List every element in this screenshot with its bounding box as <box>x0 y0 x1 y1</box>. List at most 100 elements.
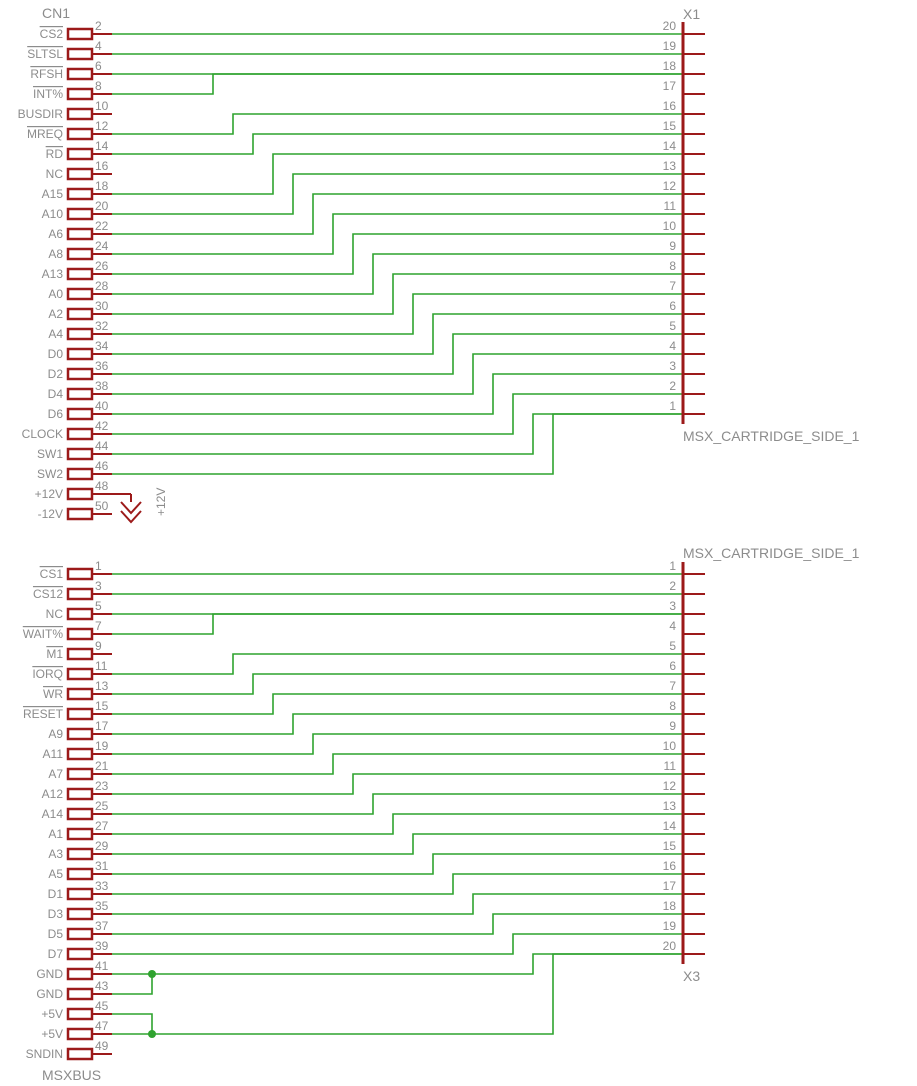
cn1-b-pin-number: 13 <box>95 679 109 693</box>
cn1-pin-pad <box>66 67 94 81</box>
net-wire <box>112 273 683 315</box>
net-wire <box>112 974 153 995</box>
cn1-pin-pad <box>66 587 94 601</box>
cn1-b-pin-number: 33 <box>95 879 109 893</box>
x3-pin-number: 12 <box>663 779 677 793</box>
cn1-name-label: MSXBUS <box>42 1067 101 1083</box>
net-wire <box>112 313 683 355</box>
cn1-a-signal-label: D6 <box>48 407 64 421</box>
cn1-pin-pad <box>66 227 94 241</box>
cn1-pin-pad <box>66 707 94 721</box>
cn1-pin-pad <box>66 967 94 981</box>
cn1-b-signal-label: IORQ <box>32 667 63 681</box>
cn1-pin-pad <box>66 147 94 161</box>
cn1-a-pin-number: 30 <box>95 299 109 313</box>
cn1-pin-pad <box>66 1007 94 1021</box>
cn1-b-pin-number: 43 <box>95 979 109 993</box>
cn1-pin-pad <box>66 487 94 501</box>
cn1-pin-pad <box>66 727 94 741</box>
cn1-a-pin-number: 42 <box>95 419 109 433</box>
x1-pin-number: 16 <box>663 99 677 113</box>
cn1-pin-pad <box>66 927 94 941</box>
cn1-b-signal-label: A5 <box>48 867 63 881</box>
cn1-a-pin-number: 4 <box>95 39 102 53</box>
cn1-pin-pad <box>66 767 94 781</box>
net-wire <box>112 833 683 855</box>
x1-pin-number: 18 <box>663 59 677 73</box>
net-wire <box>112 813 683 835</box>
cn1-pin-pad <box>66 847 94 861</box>
x1-pin-number: 2 <box>669 379 676 393</box>
cn1-a-pin-number: 18 <box>95 179 109 193</box>
x3-pin-number: 6 <box>669 659 676 673</box>
cn1-b-pin-number: 41 <box>95 959 109 973</box>
power-12v-symbol: +12V <box>112 488 168 524</box>
cn1-a-signal-label: A15 <box>42 187 64 201</box>
cn1-b-signal-label: D7 <box>48 947 64 961</box>
x1-pin-number: 4 <box>669 339 676 353</box>
cn1-a-pin-number: 50 <box>95 499 109 513</box>
cn1-pin-pad <box>66 867 94 881</box>
net-wire <box>112 393 683 435</box>
net-wire <box>112 893 683 915</box>
cn1-a-signal-label: SW2 <box>37 467 63 481</box>
cn1-a-pin-number: 34 <box>95 339 109 353</box>
wire-layer <box>112 33 683 1035</box>
cn1-b-signal-label: A9 <box>48 727 63 741</box>
x3-pin-number: 3 <box>669 599 676 613</box>
cn1-b-signal-label: D5 <box>48 927 64 941</box>
cn1-b-signal-label: GND <box>36 967 63 981</box>
x3-pin-number: 17 <box>663 879 677 893</box>
cn1-pin-pad <box>66 627 94 641</box>
net-wire <box>112 173 683 215</box>
net-wire <box>112 353 683 395</box>
cn1-a-signal-label: BUSDIR <box>18 107 64 121</box>
x3-value-label: MSX_CARTRIDGE_SIDE_1 <box>683 545 860 561</box>
x1-pin-number: 20 <box>663 19 677 33</box>
x1-pin-number: 17 <box>663 79 677 93</box>
symbol-layer: CS22SLTSL4RFSH6INT%8BUSDIR10MREQ12RD14NC… <box>18 19 705 1061</box>
cn1-pin-pad <box>66 287 94 301</box>
cn1-b-signal-label: SNDIN <box>26 1047 63 1061</box>
cn1-pin-pad <box>66 787 94 801</box>
cn1-a-pin-number: 20 <box>95 199 109 213</box>
cn1-pin-pad <box>66 467 94 481</box>
cn1-a-pin-number: 24 <box>95 239 109 253</box>
cn1-ref-label: CN1 <box>42 5 70 21</box>
cn1-pin-pad <box>66 187 94 201</box>
x1-pin-number: 14 <box>663 139 677 153</box>
x1-pin-number: 12 <box>663 179 677 193</box>
x3-pin-number: 7 <box>669 679 676 693</box>
cn1-b-signal-label: +5V <box>41 1007 63 1021</box>
cn1-b-pin-number: 15 <box>95 699 109 713</box>
cn1-b-pin-number: 11 <box>95 659 108 673</box>
cn1-pin-pad <box>66 1027 94 1041</box>
cn1-a-signal-label: CLOCK <box>22 427 63 441</box>
cn1-pin-pad <box>66 687 94 701</box>
cn1-b-signal-label: A1 <box>48 827 63 841</box>
cn1-a-pin-number: 40 <box>95 399 109 413</box>
cn1-pin-pad <box>66 567 94 581</box>
cn1-b-signal-label: M1 <box>46 647 63 661</box>
cn1-b-pin-number: 45 <box>95 999 109 1013</box>
cn1-a-signal-label: A0 <box>48 287 63 301</box>
net-wire <box>112 693 683 715</box>
cn1-b-signal-label: NC <box>46 607 64 621</box>
net-wire <box>112 753 683 775</box>
x3-ref-label: X3 <box>683 968 700 984</box>
cn1-a-pin-number: 36 <box>95 359 109 373</box>
cn1-a-pin-number: 28 <box>95 279 109 293</box>
cn1-a-pin-number: 44 <box>95 439 109 453</box>
x1-pin-number: 8 <box>669 259 676 273</box>
net-wire <box>112 853 683 875</box>
cn1-a-signal-label: RD <box>46 147 64 161</box>
cn1-pin-pad <box>66 327 94 341</box>
cn1-a-signal-label: A10 <box>42 207 64 221</box>
cn1-b-pin-number: 19 <box>95 739 109 753</box>
x1-pin-number: 9 <box>669 239 676 253</box>
cn1-a-signal-label: SW1 <box>37 447 63 461</box>
net-wire <box>112 613 683 635</box>
cn1-a-pin-number: 14 <box>95 139 109 153</box>
cn1-pin-pad <box>66 47 94 61</box>
